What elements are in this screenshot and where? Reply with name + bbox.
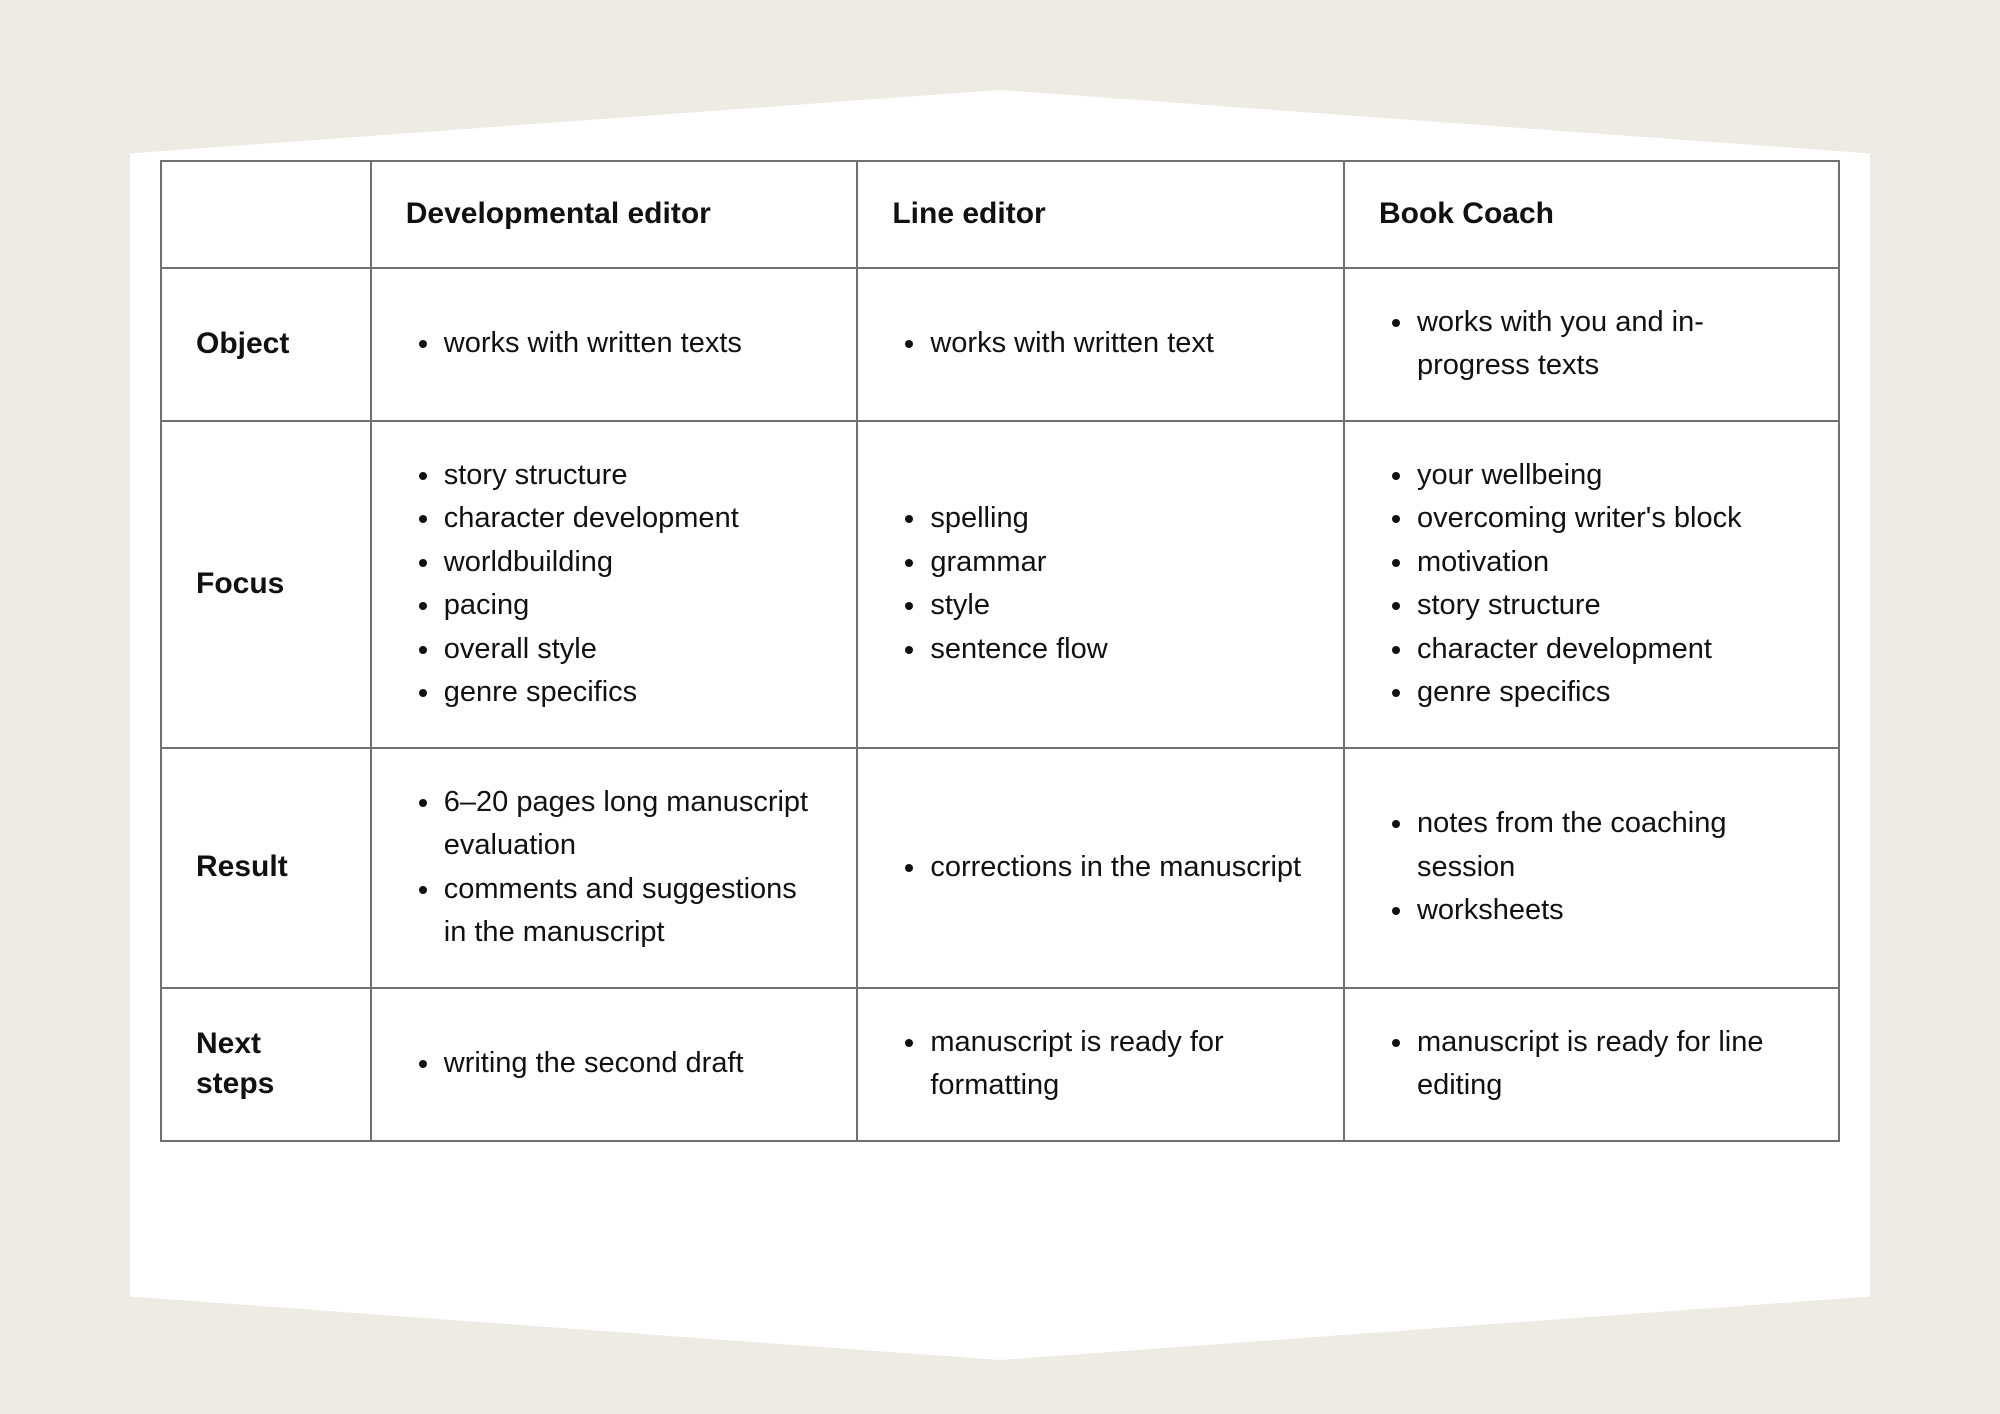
bullet-list: 6–20 pages long manuscript evaluationcom… bbox=[406, 781, 823, 955]
header-row: Developmental editor Line editor Book Co… bbox=[161, 161, 1839, 268]
cell-focus-2: your wellbeingovercoming writer's blockm… bbox=[1344, 421, 1839, 748]
bullet-list: writing the second draft bbox=[406, 1042, 823, 1086]
cell-object-0: works with written texts bbox=[371, 268, 858, 421]
row-result: Result6–20 pages long manuscript evaluat… bbox=[161, 748, 1839, 988]
list-item: corrections in the manuscript bbox=[928, 846, 1309, 890]
row-label-object: Object bbox=[161, 268, 371, 421]
bullet-list: works with you and in-progress texts bbox=[1379, 301, 1804, 388]
list-item: genre specifics bbox=[442, 671, 823, 715]
cell-next-steps-1: manuscript is ready for formatting bbox=[857, 988, 1344, 1141]
bullet-list: corrections in the manuscript bbox=[892, 846, 1309, 890]
row-label-result: Result bbox=[161, 748, 371, 988]
list-item: writing the second draft bbox=[442, 1042, 823, 1086]
list-item: character development bbox=[1415, 628, 1804, 672]
list-item: spelling bbox=[928, 497, 1309, 541]
list-item: 6–20 pages long manuscript evaluation bbox=[442, 781, 823, 868]
cell-result-0: 6–20 pages long manuscript evaluationcom… bbox=[371, 748, 858, 988]
list-item: pacing bbox=[442, 584, 823, 628]
table-body: Object works with written texts works with… bbox=[161, 268, 1839, 1141]
list-item: manuscript is ready for formatting bbox=[928, 1021, 1309, 1108]
comparison-table: Developmental editor Line editor Book Co… bbox=[160, 160, 1840, 1142]
row-label-next-steps: Next steps bbox=[161, 988, 371, 1141]
list-item: character development bbox=[442, 497, 823, 541]
row-label-focus: Focus bbox=[161, 421, 371, 748]
cell-object-2: works with you and in-progress texts bbox=[1344, 268, 1839, 421]
list-item: style bbox=[928, 584, 1309, 628]
list-item: overall style bbox=[442, 628, 823, 672]
header-developmental-editor: Developmental editor bbox=[371, 161, 858, 268]
bullet-list: works with written texts bbox=[406, 322, 823, 366]
bullet-list: your wellbeingovercoming writer's blockm… bbox=[1379, 454, 1804, 715]
list-item: comments and suggestions in the manuscri… bbox=[442, 868, 823, 955]
row-object: Object works with written texts works with… bbox=[161, 268, 1839, 421]
bullet-list: works with written text bbox=[892, 322, 1309, 366]
list-item: works with written texts bbox=[442, 322, 823, 366]
cell-object-1: works with written text bbox=[857, 268, 1344, 421]
list-item: grammar bbox=[928, 541, 1309, 585]
cell-focus-0: story structurecharacter developmentworl… bbox=[371, 421, 858, 748]
row-next-steps: Next steps writing the second draft manusc… bbox=[161, 988, 1839, 1141]
cell-result-2: notes from the coaching sessionworksheet… bbox=[1344, 748, 1839, 988]
list-item: sentence flow bbox=[928, 628, 1309, 672]
header-empty bbox=[161, 161, 371, 268]
bullet-list: notes from the coaching sessionworksheet… bbox=[1379, 802, 1804, 933]
list-item: motivation bbox=[1415, 541, 1804, 585]
cell-result-1: corrections in the manuscript bbox=[857, 748, 1344, 988]
list-item: worksheets bbox=[1415, 889, 1804, 933]
list-item: story structure bbox=[442, 454, 823, 498]
list-item: genre specifics bbox=[1415, 671, 1804, 715]
row-focus: Focusstory structurecharacter developmen… bbox=[161, 421, 1839, 748]
cell-next-steps-2: manuscript is ready for line editing bbox=[1344, 988, 1839, 1141]
list-item: works with you and in-progress texts bbox=[1415, 301, 1804, 388]
bullet-list: manuscript is ready for formatting bbox=[892, 1021, 1309, 1108]
bullet-list: story structurecharacter developmentworl… bbox=[406, 454, 823, 715]
list-item: notes from the coaching session bbox=[1415, 802, 1804, 889]
header-line-editor: Line editor bbox=[857, 161, 1344, 268]
cell-focus-1: spellinggrammarstylesentence flow bbox=[857, 421, 1344, 748]
list-item: overcoming writer's block bbox=[1415, 497, 1804, 541]
list-item: worldbuilding bbox=[442, 541, 823, 585]
bullet-list: spellinggrammarstylesentence flow bbox=[892, 497, 1309, 671]
comparison-table-wrap: Developmental editor Line editor Book Co… bbox=[160, 160, 1840, 1142]
list-item: works with written text bbox=[928, 322, 1309, 366]
list-item: your wellbeing bbox=[1415, 454, 1804, 498]
list-item: story structure bbox=[1415, 584, 1804, 628]
table-head: Developmental editor Line editor Book Co… bbox=[161, 161, 1839, 268]
list-item: manuscript is ready for line editing bbox=[1415, 1021, 1804, 1108]
bullet-list: manuscript is ready for line editing bbox=[1379, 1021, 1804, 1108]
cell-next-steps-0: writing the second draft bbox=[371, 988, 858, 1141]
header-book-coach: Book Coach bbox=[1344, 161, 1839, 268]
